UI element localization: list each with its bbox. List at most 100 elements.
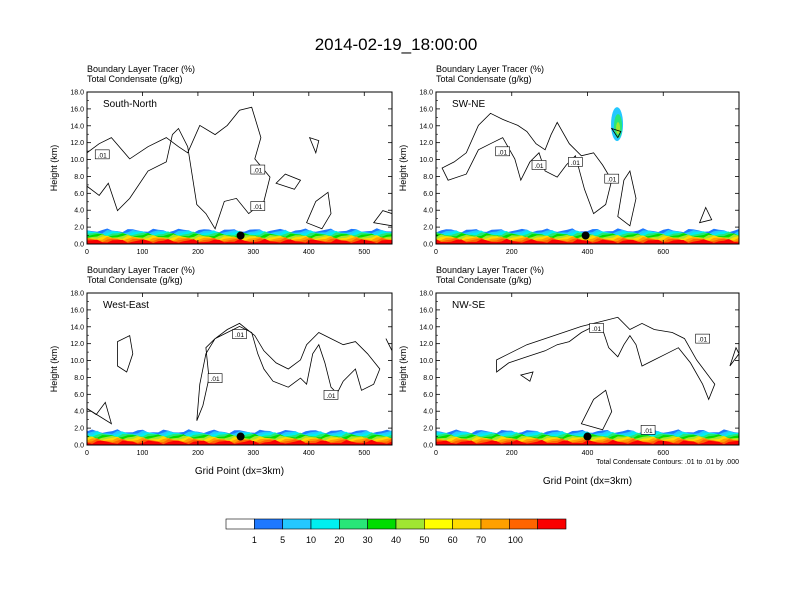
x-tick-label: 400 [303,450,315,457]
tracer-band-1 [87,439,392,445]
colorbar-swatch [395,518,425,530]
panel-sw-ne: Boundary Layer Tracer (%)Total Condensat… [398,64,740,256]
y-axis-label: Height (km) [49,346,59,393]
y-tick-label: 0.0 [423,443,433,450]
contour-label-box [495,146,510,157]
panel-label: West-East [103,300,149,311]
panel-nw-se: Boundary Layer Tracer (%) Total Condensat… [398,265,740,487]
y-tick-label: 6.0 [74,392,84,399]
colorbar-label: 20 [334,535,344,545]
condensate-contour [306,191,332,230]
x-tick-label: 100 [137,249,149,256]
x-tick-label: 200 [192,450,204,457]
condensate-contour [496,316,716,401]
y-tick-label: 16.0 [419,106,433,113]
contour-label: .01 [592,326,601,333]
condensate-contour [385,338,392,351]
panel-title-line1: Boundary Layer Tracer (%) [436,265,544,275]
panel-label: SW-NE [452,99,485,110]
x-tick-label: 200 [192,249,204,256]
colorbar-swatch [367,518,397,530]
y-tick-label: 4.0 [74,409,84,416]
contour-label: .01 [607,177,616,184]
x-tick-label: 400 [303,249,315,256]
condensate-contour [372,210,392,227]
x-tick-label: 300 [248,249,260,256]
contour-label-box [250,201,266,211]
contour-label-box [604,173,620,184]
y-tick-label: 4.0 [74,208,84,215]
y-tick-label: 14.0 [70,324,84,331]
y-tick-label: 6.0 [74,191,84,198]
y-tick-label: 0.0 [423,242,433,249]
colorbar-swatch [282,518,312,530]
plot-area [436,293,739,445]
plot-area [87,293,392,445]
y-tick-label: 4.0 [423,409,433,416]
contour-label-box [232,329,247,339]
panel-label: NW-SE [452,300,485,311]
contour-label: .01 [498,149,507,156]
panel-title-line2: Total Condensate (g/kg) [87,275,183,285]
location-marker [581,231,590,240]
x-tick-label: 400 [582,249,594,256]
x-tick-label: 0 [434,249,438,256]
contour-label-box [589,323,604,333]
x-axis-label: Grid Point (dx=3km) [195,466,284,477]
y-tick-label: 6.0 [423,392,433,399]
y-tick-label: 10.0 [419,358,433,365]
panel-label: South-North [103,99,157,110]
colorbar: 1 5 10 20 30 40 50 60 70 100 [225,518,567,545]
colorbar-swatch [452,518,482,530]
y-tick-label: 16.0 [70,106,84,113]
condensate-contours [87,106,392,230]
contour-label: .01 [698,337,707,344]
x-tick-label: 0 [85,450,89,457]
condensate-contour [580,389,613,431]
condensate-contour [698,206,713,224]
y-tick-label: 10.0 [70,157,84,164]
contour-label-box [695,333,710,344]
condensate-contour [117,335,134,373]
panel-west-east: Boundary Layer Tracer (%)Total Condensat… [49,265,393,477]
y-tick-label: 14.0 [70,123,84,130]
y-tick-label: 16.0 [70,307,84,314]
y-tick-label: 12.0 [70,341,84,348]
colorbar-label: 60 [448,535,458,545]
condensate-contour [196,322,381,421]
y-tick-label: 2.0 [423,225,433,232]
panel-south-north: Boundary Layer Tracer (%)Total Condensat… [49,64,393,256]
condensate-contour [729,346,739,367]
x-tick-label: 400 [582,450,594,457]
tracer-band-1 [87,238,392,244]
y-tick-label: 10.0 [419,157,433,164]
colorbar-swatch [225,518,255,530]
contour-label: .01 [644,428,653,435]
contour-label: .01 [253,168,262,175]
condensate-contour [87,106,271,230]
x-tick-label: 0 [434,450,438,457]
contour-label-box [640,425,656,435]
y-tick-label: 16.0 [419,307,433,314]
contour-note: Total Condensate Contours: .01 to .01 by… [596,459,739,466]
colorbar-label: 50 [419,535,429,545]
condensate-contours [87,322,392,425]
x-tick-label: 600 [657,450,669,457]
condensate-contour [441,112,613,215]
x-tick-label: 200 [506,450,518,457]
y-tick-label: 12.0 [419,341,433,348]
panel-title-line1: Boundary Layer Tracer (%) [87,64,195,74]
condensate-contours [441,112,713,227]
y-tick-label: 10.0 [70,358,84,365]
contour-label: .01 [534,163,543,170]
y-tick-label: 2.0 [423,426,433,433]
colorbar-label: 40 [391,535,401,545]
contour-label: .01 [235,332,244,339]
colorbar-swatch [424,518,453,530]
y-tick-label: 4.0 [423,208,433,215]
x-axis-label: Grid Point (dx=3km) [543,476,632,487]
colorbar-swatch [254,518,283,530]
y-tick-label: 8.0 [423,375,433,382]
contour-label-box [250,164,266,175]
